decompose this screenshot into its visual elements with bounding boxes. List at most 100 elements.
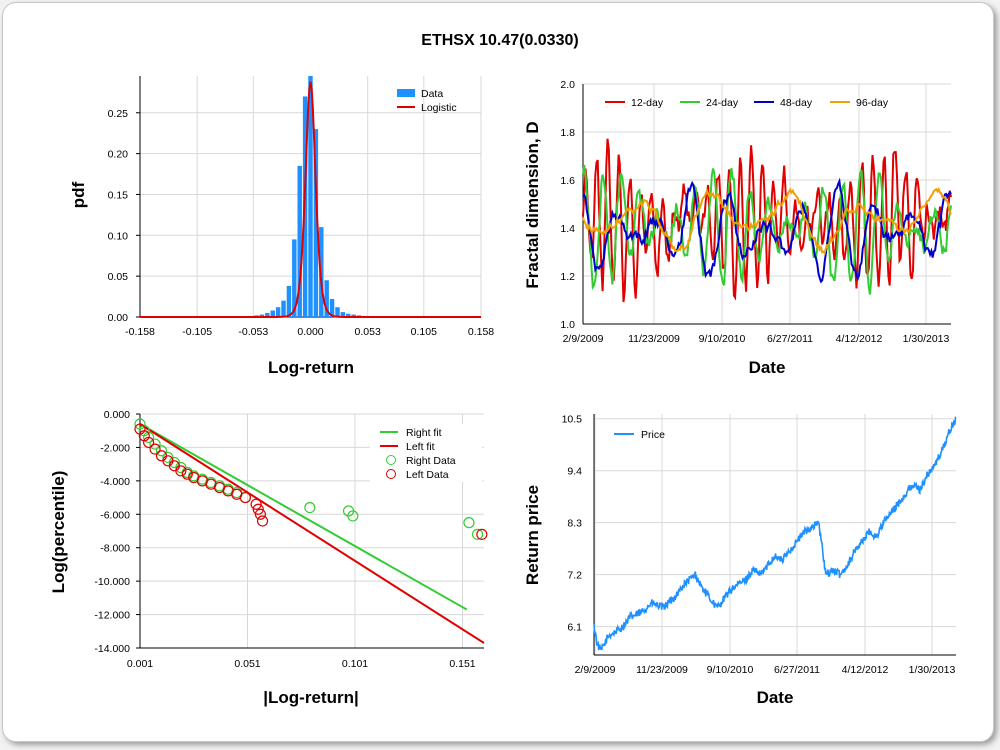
fd-y-tick: 1.2 — [560, 271, 575, 283]
hist-bar — [270, 310, 275, 317]
tail-data-point — [252, 503, 264, 515]
fd-y-tick: 1.6 — [560, 175, 575, 187]
hist-bar — [324, 280, 329, 317]
tail-data-point — [256, 515, 269, 527]
tail-fit-line — [139, 423, 468, 611]
price-ylabel: Return price — [523, 485, 542, 585]
price-line — [593, 416, 957, 651]
tail-data-point — [143, 436, 155, 449]
hist-x-tick: 0.105 — [411, 326, 437, 338]
hist-bar — [275, 307, 281, 317]
fd-ylabel: Fractal dimension, D — [523, 121, 542, 288]
fd-x-tick: 11/23/2009 — [628, 333, 680, 345]
fd-legend-label: 48-day — [780, 97, 813, 109]
chart-card — [2, 2, 994, 742]
fd-y-tick: 2.0 — [560, 79, 575, 91]
hist-bar — [335, 307, 340, 317]
fd-x-tick: 6/27/2011 — [767, 333, 813, 345]
legend-label-left-data: Left Data — [406, 469, 449, 481]
hist-x-tick: 0.158 — [468, 326, 494, 338]
legend-label-left-fit: Left fit — [406, 441, 435, 453]
tail-y-tick: -14.000 — [94, 643, 130, 655]
tail-data-point — [304, 502, 316, 514]
hist-bar — [265, 312, 270, 317]
tail-x-tick: 0.001 — [127, 658, 153, 670]
hist-y-tick: 0.05 — [108, 271, 129, 283]
tail-data-point — [254, 508, 266, 520]
fd-series-line — [582, 186, 952, 256]
tail-data-point — [181, 468, 193, 480]
price-x-tick: 6/27/2011 — [774, 664, 820, 676]
hist-bar — [286, 285, 292, 317]
tail-x-tick: 0.151 — [449, 658, 475, 670]
fd-x-tick: 1/30/2013 — [903, 333, 950, 345]
tail-data-point — [476, 528, 488, 540]
tail-y-tick: -2.000 — [100, 442, 130, 454]
hist-bar — [329, 299, 335, 317]
price-x-tick: 1/30/2013 — [909, 664, 956, 676]
tail-y-tick: -8.000 — [100, 543, 130, 555]
price-y-tick: 8.3 — [567, 518, 582, 530]
hist-bar — [292, 239, 297, 317]
hist-x-tick: -0.105 — [182, 326, 212, 338]
tail-y-tick: -4.000 — [100, 476, 130, 488]
price-y-tick: 9.4 — [567, 466, 582, 478]
price-xlabel: Date — [757, 688, 794, 707]
tail-data-point — [149, 443, 161, 455]
hist-x-tick: -0.158 — [125, 326, 155, 338]
legend-swatch-left-data — [386, 469, 396, 479]
hist-bar — [340, 312, 346, 317]
tail-y-tick: -10.000 — [94, 576, 130, 588]
legend-swatch-right-data — [386, 455, 396, 465]
price-x-tick: 4/12/2012 — [842, 664, 889, 676]
fd-legend-label: 24-day — [706, 97, 739, 109]
hist-x-tick: 0.000 — [297, 326, 323, 338]
price-x-tick: 9/10/2010 — [707, 664, 754, 676]
fd-legend-label: 96-day — [856, 97, 889, 109]
legend-label-right-data: Right Data — [406, 455, 456, 467]
legend-label-right-fit: Right fit — [406, 427, 442, 439]
fd-series-line — [582, 177, 952, 284]
fd-series-line — [582, 164, 952, 295]
fd-y-tick: 1.4 — [560, 223, 575, 235]
hist-y-tick: 0.25 — [108, 108, 129, 120]
page-title: ETHSX 10.47(0.0330) — [421, 32, 579, 49]
fd-x-tick: 2/9/2009 — [563, 333, 604, 345]
price-x-tick: 2/9/2009 — [575, 664, 616, 676]
hist-bar — [281, 300, 286, 317]
hist-bar — [346, 313, 351, 317]
hist-bar — [297, 165, 302, 317]
hist-bar — [351, 314, 356, 317]
fd-xlabel: Date — [749, 358, 786, 377]
fd-y-tick: 1.8 — [560, 127, 575, 139]
price-y-tick: 10.5 — [562, 414, 583, 426]
price-y-tick: 6.1 — [567, 622, 582, 634]
legend-label-logistic: Logistic — [421, 102, 457, 114]
tail-data-point — [239, 491, 251, 504]
tail-y-tick: -12.000 — [94, 610, 130, 622]
tail-data-point — [155, 445, 168, 457]
tail-y-tick: 0.000 — [104, 409, 130, 421]
tail-y-tick: -6.000 — [100, 509, 130, 521]
tail-data-point — [471, 528, 484, 540]
fd-legend-label: 12-day — [631, 97, 664, 109]
hist-xlabel: Log-return — [268, 358, 354, 377]
legend-label-price: Price — [641, 429, 665, 441]
legend-swatch-data — [397, 89, 415, 97]
hist-y-tick: 0.15 — [108, 189, 129, 201]
legend-label-data: Data — [421, 88, 443, 100]
hist-x-tick: -0.053 — [238, 326, 268, 338]
hist-y-tick: 0.00 — [108, 312, 129, 324]
fd-y-tick: 1.0 — [560, 319, 575, 331]
tail-ylabel: Log(percentile) — [49, 471, 68, 594]
tail-x-tick: 0.051 — [234, 658, 260, 670]
tail-data-point — [250, 498, 262, 510]
fd-x-tick: 9/10/2010 — [699, 333, 746, 345]
hist-y-tick: 0.10 — [108, 230, 129, 242]
tail-fit-line — [139, 423, 485, 644]
tail-data-point — [347, 510, 359, 522]
tail-data-point — [175, 465, 187, 477]
logistic-fit-line — [140, 81, 481, 318]
tail-data-point — [149, 438, 161, 450]
